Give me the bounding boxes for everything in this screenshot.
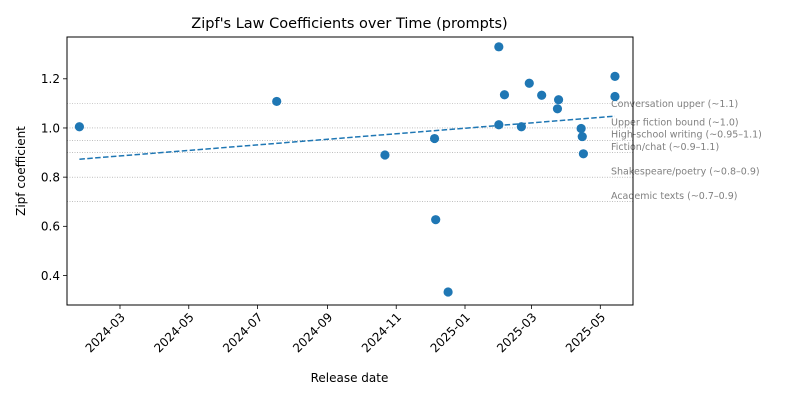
x-tick-label: 2024-11: [359, 310, 404, 355]
y-tick-label: 0.6: [41, 220, 60, 234]
data-point: [429, 133, 440, 144]
data-point: [610, 71, 620, 81]
data-point: [494, 120, 504, 130]
data-point: [524, 78, 534, 88]
data-point: [537, 90, 547, 100]
data-point: [577, 131, 587, 142]
reference-line-label: Conversation upper (~1.1): [611, 99, 738, 110]
x-axis-ticks: 2024-03 2024-05 2024-07 2024-09 2024-11 2025-…: [83, 305, 608, 355]
reference-line-label: Academic texts (~0.7–0.9): [611, 191, 737, 202]
trend-line: [79, 115, 616, 160]
data-point: [443, 287, 453, 297]
chart-title: Zipf's Law Coefficients over Time (promp…: [191, 16, 507, 32]
x-tick-label: 2024-09: [290, 310, 335, 355]
x-axis-label: Release date: [311, 371, 389, 385]
y-axis-label: Zipf coefficient: [14, 126, 28, 216]
data-point: [380, 150, 390, 160]
x-tick-label: 2025-03: [494, 310, 539, 355]
reference-line-label: Shakespeare/poetry (~0.8–0.9): [611, 167, 760, 178]
reference-line-label: Fiction/chat (~0.9–1.1): [611, 142, 719, 153]
reference-line-label: High-school writing (~0.95–1.1): [611, 130, 762, 141]
data-points-layer: [74, 42, 620, 297]
x-tick-label: 2024-03: [83, 310, 128, 355]
x-tick-label: 2025-01: [428, 310, 473, 355]
y-tick-label: 1.2: [41, 72, 60, 86]
data-point: [516, 122, 526, 132]
data-point: [272, 96, 282, 107]
x-tick-label: 2024-07: [220, 310, 265, 355]
data-point: [576, 123, 586, 134]
data-point: [553, 95, 564, 105]
reference-lines-layer: Conversation upper (~1.1) Upper fiction b…: [67, 99, 762, 202]
y-axis-ticks: 0.4 0.6 0.8 1.0 1.2: [41, 72, 67, 283]
x-tick-label: 2025-05: [563, 310, 608, 355]
plot-area-frame: [66, 36, 634, 306]
y-tick-label: 1.0: [41, 121, 60, 135]
data-point: [494, 42, 504, 52]
x-tick-label: 2024-05: [151, 310, 196, 355]
data-point: [499, 90, 510, 100]
y-tick-label: 0.4: [41, 269, 60, 283]
data-point: [552, 104, 563, 114]
data-point: [578, 149, 588, 159]
y-tick-label: 0.8: [41, 170, 60, 184]
data-point: [610, 91, 620, 102]
reference-line-label: Upper fiction bound (~1.0): [611, 117, 739, 128]
data-point: [431, 215, 441, 225]
data-point: [74, 122, 85, 132]
trend-line-layer: [79, 115, 616, 160]
